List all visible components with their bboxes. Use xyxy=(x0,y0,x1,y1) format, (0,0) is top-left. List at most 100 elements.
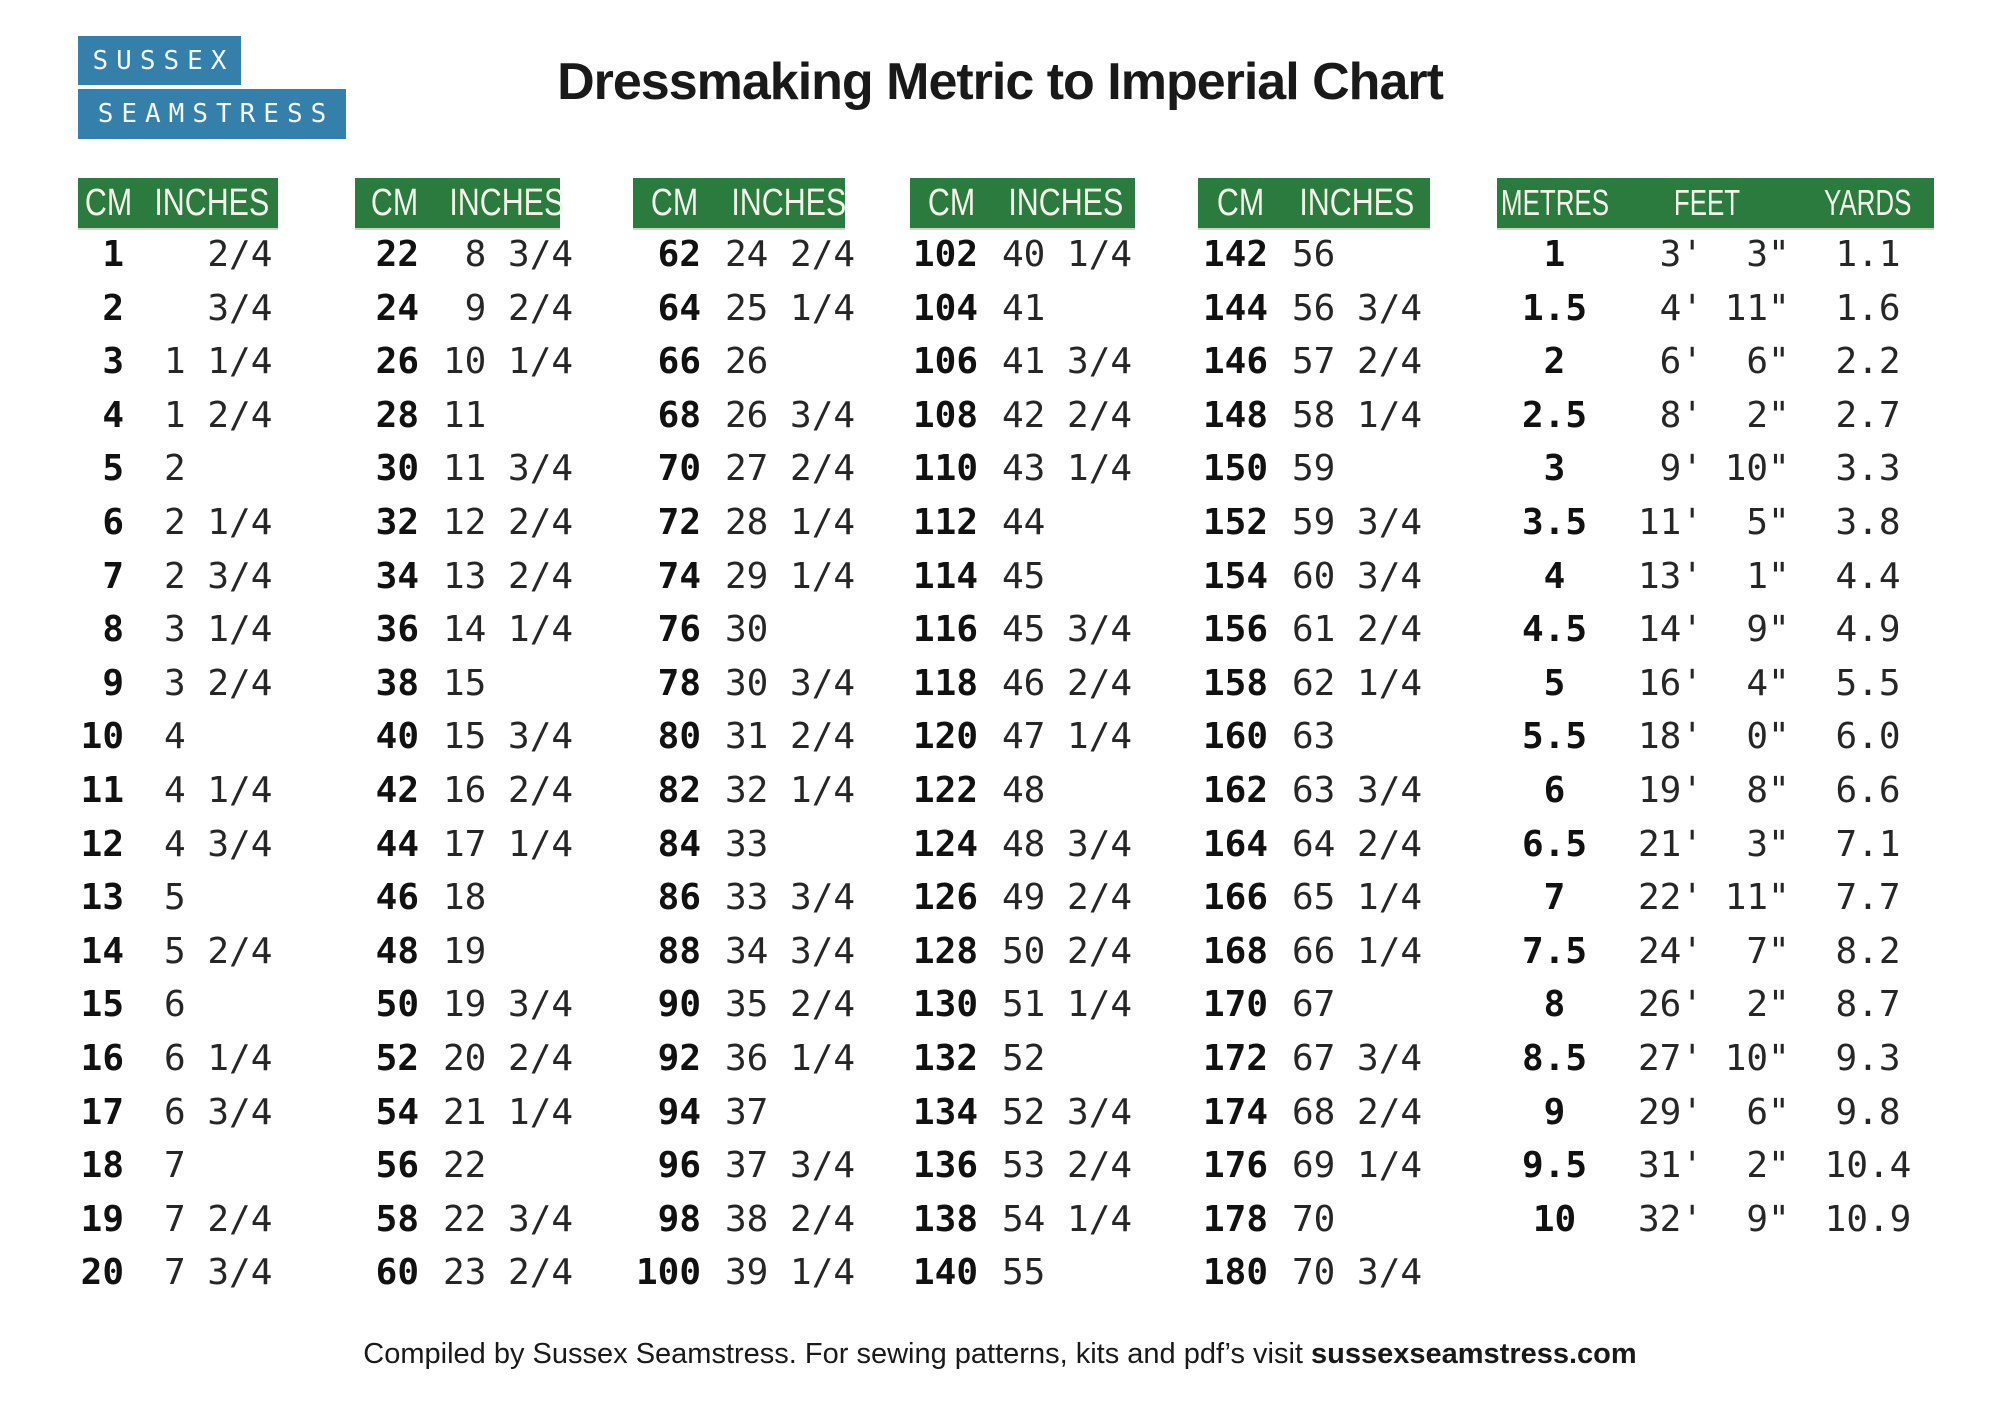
table-row: 5 16' 4" 5.5 xyxy=(1497,657,1934,711)
yards-value: 10.9 xyxy=(1824,1198,1912,1240)
inches-value: 53 2/4 xyxy=(1002,1145,1133,1187)
inches-value: 22 3/4 xyxy=(443,1198,574,1240)
table-row: 150 59 xyxy=(1198,442,1430,496)
table-body: 62 24 2/4 64 25 1/4 66 26 68 26 3/4 70 27 2/4 72 28… xyxy=(633,228,855,1300)
inches-value: 52 3/4 xyxy=(1002,1091,1133,1133)
inches-value: 16 2/4 xyxy=(443,769,574,811)
table-body: 102 40 1/4 104 41 106 41 3/4 108 42 2/4 110 43 1/… xyxy=(910,228,1135,1300)
inches-value: 19 3/4 xyxy=(443,984,574,1026)
table-row: 7.5 24' 7" 8.2 xyxy=(1497,925,1934,979)
yards-value: 7.7 xyxy=(1835,877,1901,919)
table-row: 66 26 xyxy=(633,335,845,389)
table-row: 160 63 xyxy=(1198,710,1430,764)
yards-value: 6.6 xyxy=(1835,769,1901,811)
cm-value: 104 xyxy=(912,287,978,329)
table-row: 20 7 3/4 xyxy=(78,1246,278,1300)
table-row: 60 23 2/4 xyxy=(355,1246,573,1300)
cm-inches-table-5: CM INCHES 142 56 144 56 3/4 146 57 2/4 148 58 1… xyxy=(1198,178,1430,1300)
table-row: 2.5 8' 2" 2.7 xyxy=(1497,389,1934,443)
feet-value: 29' 6" xyxy=(1638,1091,1790,1133)
cm-value: 90 xyxy=(657,984,701,1026)
cm-value: 28 xyxy=(375,394,419,436)
table-row: 15 6 xyxy=(78,978,278,1032)
inches-value: 24 2/4 xyxy=(725,234,856,275)
inches-value: 4 1/4 xyxy=(164,769,273,811)
table-row: 146 57 2/4 xyxy=(1198,335,1430,389)
feet-value: 14' 9" xyxy=(1638,609,1790,651)
table-row: 8.5 27' 10" 9.3 xyxy=(1497,1032,1934,1086)
table-row: 154 60 3/4 xyxy=(1198,550,1430,604)
inches-value: 10 1/4 xyxy=(443,341,574,383)
feet-value: 8' 2" xyxy=(1638,394,1790,436)
column-header-inches: INCHES xyxy=(449,181,565,224)
column-header-cm: CM xyxy=(85,181,133,224)
footer-text: Compiled by Sussex Seamstress. For sewin… xyxy=(363,1338,1312,1370)
table-row: 174 68 2/4 xyxy=(1198,1086,1430,1140)
inches-value: 17 1/4 xyxy=(443,823,574,865)
cm-value: 92 xyxy=(657,1037,701,1079)
inches-value: 32 1/4 xyxy=(725,769,856,811)
table-row: 18 7 xyxy=(78,1139,278,1193)
table-row: 52 20 2/4 xyxy=(355,1032,573,1086)
cm-value: 146 xyxy=(1202,341,1268,383)
inches-value: 11 3/4 xyxy=(443,448,574,490)
table-row: 90 35 2/4 xyxy=(633,978,855,1032)
logo-seamstress: SEAMSTRESS xyxy=(78,89,346,139)
yards-value: 9.3 xyxy=(1835,1037,1901,1079)
cm-value: 132 xyxy=(912,1037,978,1079)
inches-value: 37 3/4 xyxy=(725,1145,856,1187)
cm-value: 16 xyxy=(80,1037,124,1079)
inches-value: 45 xyxy=(1002,555,1046,597)
cm-value: 44 xyxy=(375,823,419,865)
table-row: 8 26' 2" 8.7 xyxy=(1497,978,1934,1032)
table-row: 36 14 1/4 xyxy=(355,603,573,657)
table-row: 130 51 1/4 xyxy=(910,978,1135,1032)
table-row: 108 42 2/4 xyxy=(910,389,1135,443)
feet-value: 31' 2" xyxy=(1638,1145,1790,1187)
yards-value: 8.7 xyxy=(1835,984,1901,1026)
table-row: 7 2 3/4 xyxy=(78,550,278,604)
cm-value: 38 xyxy=(375,662,419,704)
cm-value: 106 xyxy=(912,341,978,383)
cm-value: 166 xyxy=(1202,877,1268,919)
metres-value: 8.5 xyxy=(1521,1037,1588,1079)
inches-value: 46 2/4 xyxy=(1002,662,1133,704)
cm-value: 178 xyxy=(1202,1198,1268,1240)
inches-value: 64 2/4 xyxy=(1292,823,1423,865)
feet-value: 32' 9" xyxy=(1638,1198,1790,1240)
cm-value: 96 xyxy=(657,1145,701,1187)
table-row: 106 41 3/4 xyxy=(910,335,1135,389)
cm-value: 66 xyxy=(657,341,701,383)
table-row: 4 13' 1" 4.4 xyxy=(1497,550,1934,604)
inches-value: 28 1/4 xyxy=(725,501,856,543)
metres-value: 7.5 xyxy=(1521,930,1588,972)
table-row: 24 9 2/4 xyxy=(355,282,573,336)
cm-value: 158 xyxy=(1202,662,1268,704)
cm-value: 100 xyxy=(635,1252,701,1294)
cm-value: 64 xyxy=(657,287,701,329)
table-row: 9 3 2/4 xyxy=(78,657,278,711)
feet-value: 19' 8" xyxy=(1638,769,1790,811)
table-row: 14 5 2/4 xyxy=(78,925,278,979)
table-row: 2 6' 6" 2.2 xyxy=(1497,335,1934,389)
table-row: 50 19 3/4 xyxy=(355,978,573,1032)
metres-feet-yards-table: METRES FEET YARDS 1 3' 3" 1.1 1.5 4' 11" 1.… xyxy=(1497,178,1934,1246)
cm-value: 130 xyxy=(912,984,978,1026)
cm-value: 152 xyxy=(1202,501,1268,543)
cm-value: 74 xyxy=(657,555,701,597)
cm-value: 126 xyxy=(912,877,978,919)
column-header-yards: YARDS xyxy=(1824,182,1912,223)
table-row: 6 19' 8" 6.6 xyxy=(1497,764,1934,818)
cm-value: 9 xyxy=(102,662,124,704)
yards-value: 1.6 xyxy=(1835,287,1901,329)
cm-value: 110 xyxy=(912,448,978,490)
feet-value: 22' 11" xyxy=(1638,877,1790,919)
cm-value: 128 xyxy=(912,930,978,972)
inches-value: 40 1/4 xyxy=(1002,234,1133,275)
inches-value: 11 xyxy=(443,394,487,436)
inches-value: 23 2/4 xyxy=(443,1252,574,1294)
cm-value: 52 xyxy=(375,1037,419,1079)
table-row: 48 19 xyxy=(355,925,560,979)
